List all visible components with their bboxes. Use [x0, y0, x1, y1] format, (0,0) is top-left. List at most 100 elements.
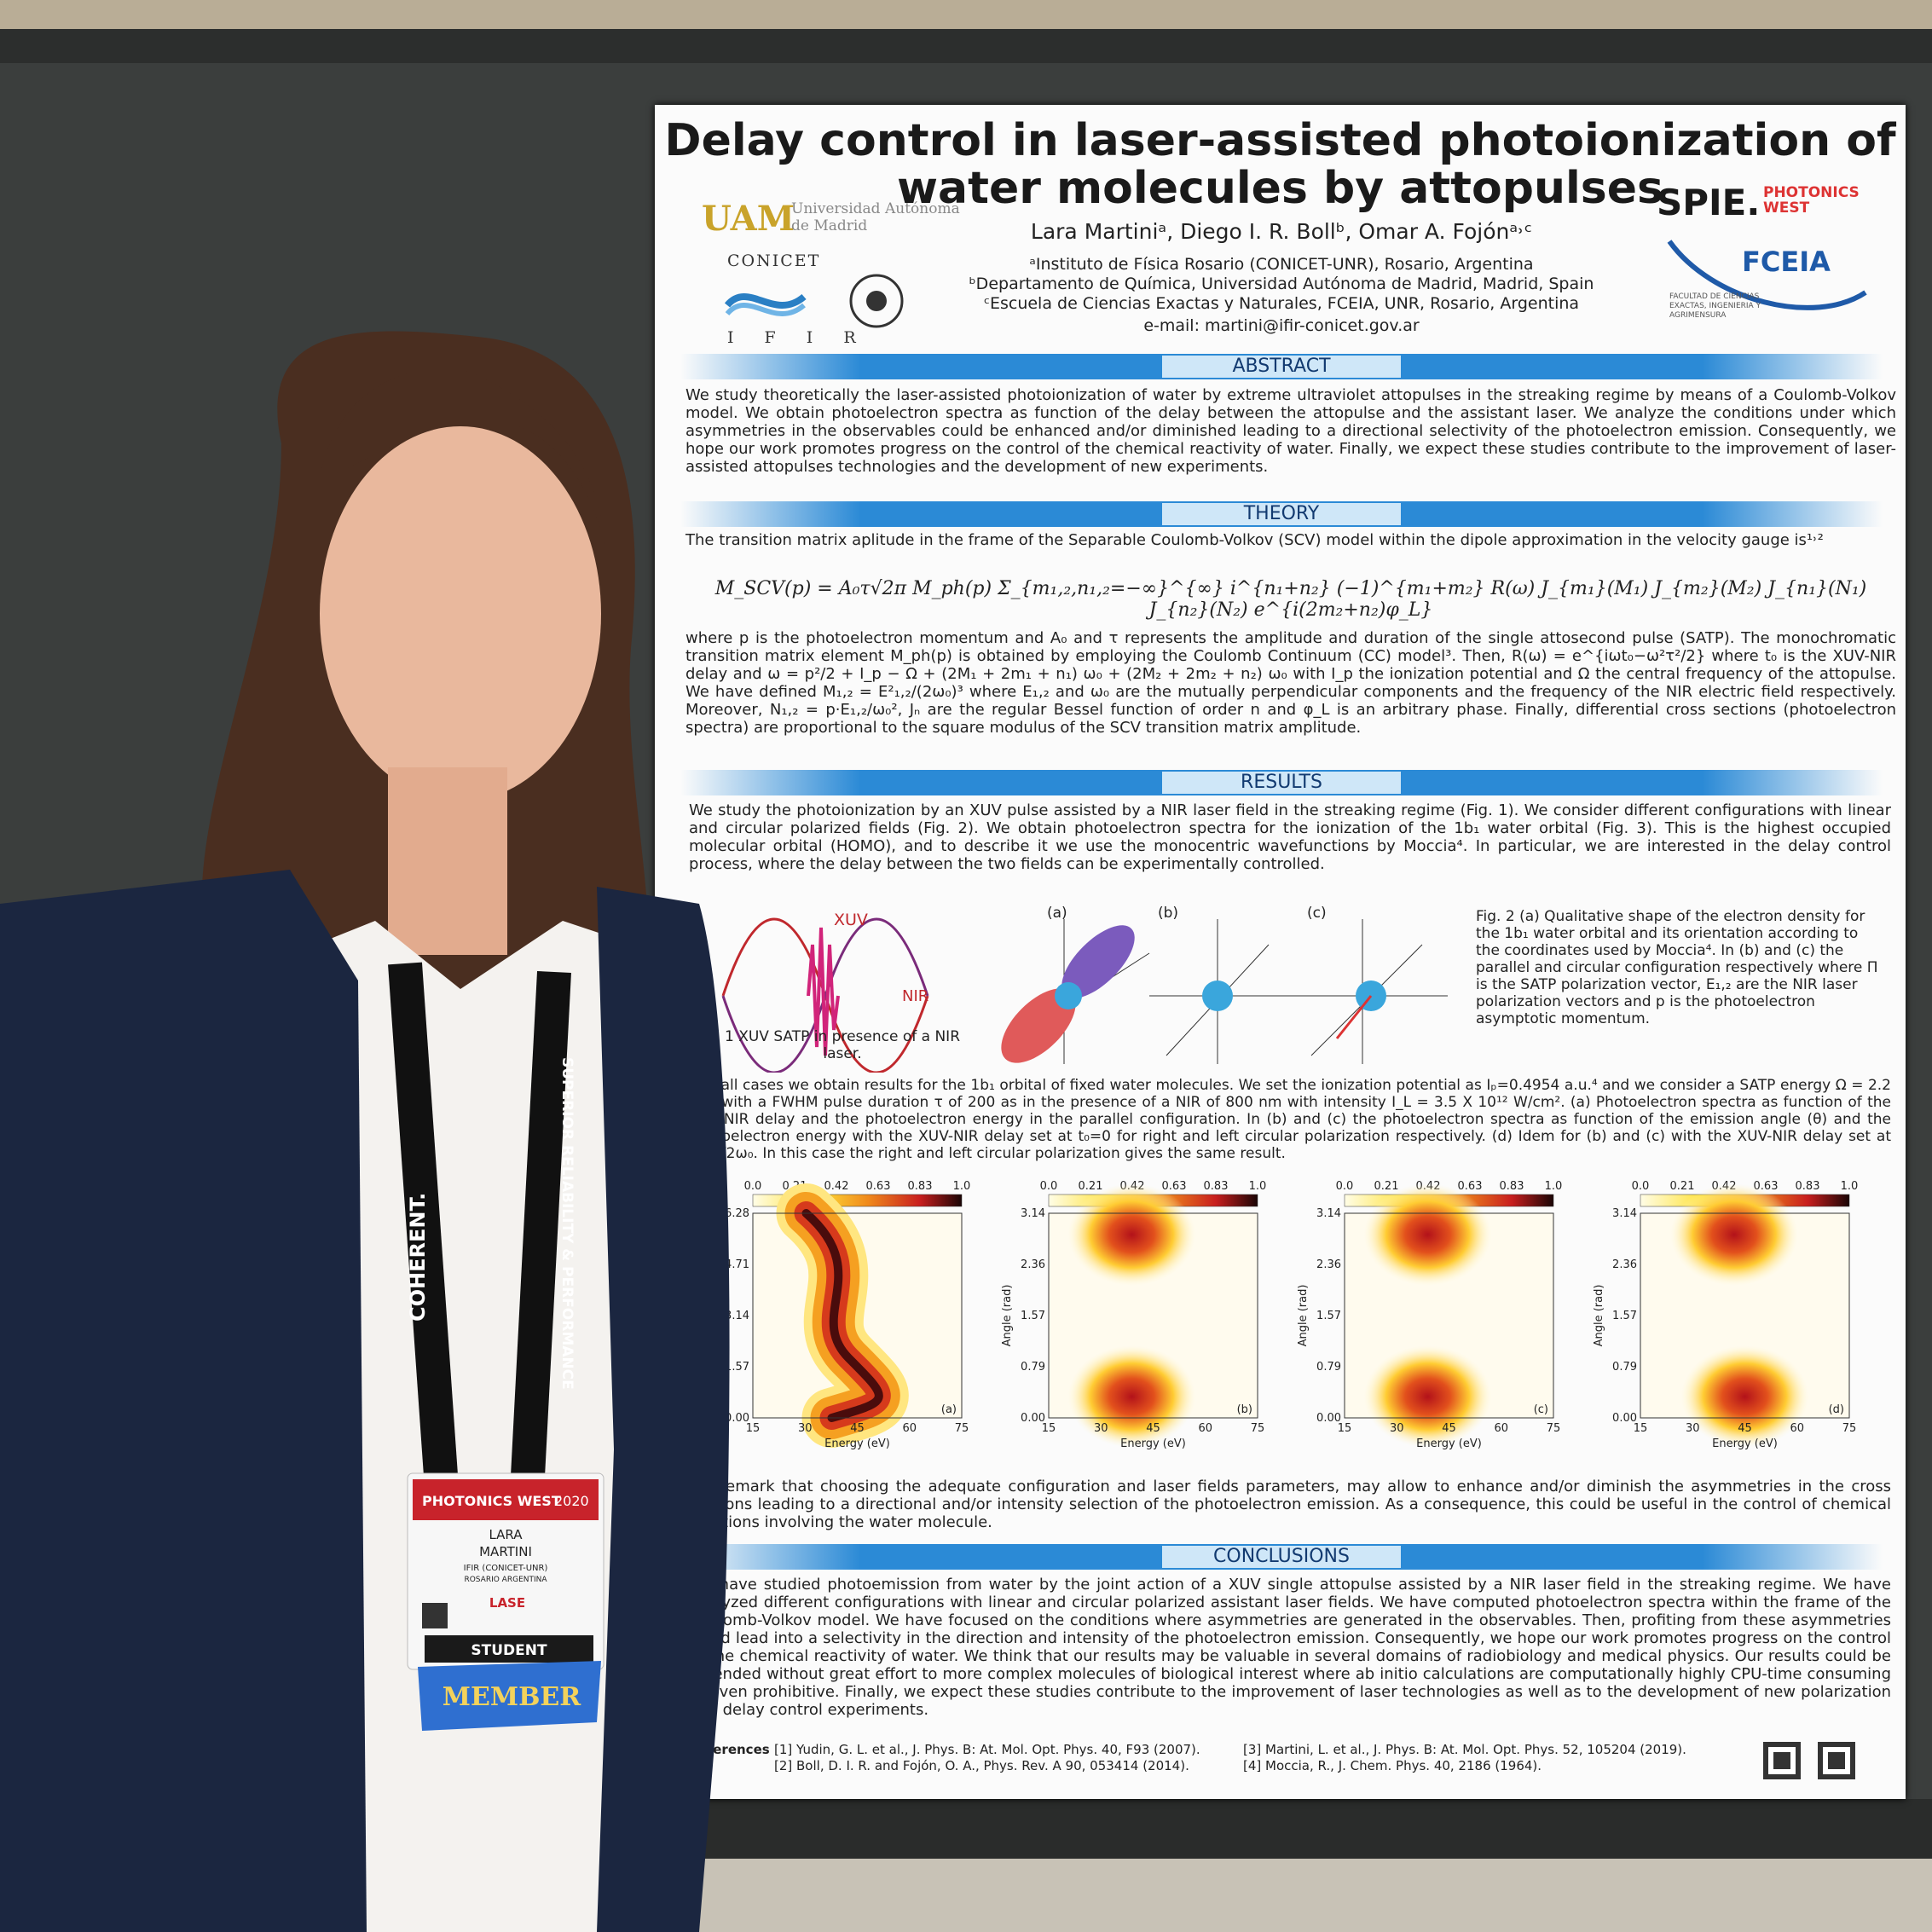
uam-logo: UAM — [702, 199, 795, 239]
email: e-mail: martini@ifir-conicet.gov.ar — [1143, 316, 1420, 335]
fceia-name: FACULTAD DE CIENCIAS EXACTAS, INGENIERIA… — [1669, 292, 1761, 320]
nir-wave-2 — [721, 917, 929, 1073]
abstract-heading: ABSTRACT — [1162, 356, 1401, 378]
x-tick-label: 30 — [1094, 1422, 1108, 1435]
reference: [3] Martini, L. et al., J. Phys. B: At. … — [1243, 1742, 1686, 1757]
spie-logo: SPIE. — [1657, 182, 1761, 223]
y-tick-label: 6.28 — [725, 1207, 749, 1220]
board-bottom — [597, 1799, 1932, 1859]
poster: Delay control in laser-assisted photoion… — [655, 105, 1906, 1799]
x-tick-label: 15 — [1634, 1422, 1648, 1435]
y-tick-label: 0.79 — [1316, 1361, 1341, 1374]
figures-1-2 — [721, 917, 1448, 1073]
affiliation: ᵇDepartamento de Química, Universidad Au… — [969, 275, 1594, 293]
colorbar-tick-label: 0.63 — [1458, 1180, 1483, 1193]
y-tick-label: 1.57 — [1612, 1310, 1637, 1322]
density-blob — [1067, 1345, 1196, 1448]
colorbar-tick-label: 1.0 — [1841, 1180, 1859, 1193]
colorbar-tick-label: 0.83 — [1204, 1180, 1229, 1193]
y-tick-label: 2.36 — [1316, 1258, 1341, 1271]
colorbar-tick-label: 0.21 — [1374, 1180, 1399, 1193]
lanyard-left — [388, 962, 460, 1492]
poster-title: Delay control in laser-assisted photoion… — [664, 115, 1896, 214]
y-axis-label: Angle (rad) — [1001, 1285, 1014, 1347]
fig1-xuv: XUV — [834, 911, 868, 929]
blazer-right — [597, 887, 730, 1932]
x-axis-label: Energy (eV) — [1120, 1437, 1186, 1450]
x-tick-label: 75 — [955, 1422, 969, 1435]
theory-text: where p is the photoelectron momentum an… — [685, 629, 1896, 737]
neck — [388, 767, 507, 955]
y-tick-label: 3.14 — [1612, 1207, 1637, 1220]
plot-frame — [1048, 1212, 1258, 1419]
y-tick-label: 0.00 — [1612, 1412, 1637, 1425]
density-blob — [1363, 1345, 1492, 1448]
x-tick-label: 45 — [1146, 1422, 1160, 1435]
density-blob — [1363, 1183, 1492, 1286]
density-blob — [1680, 1345, 1809, 1448]
x-tick-label: 30 — [798, 1422, 813, 1435]
x-axis-label: Energy (eV) — [824, 1437, 890, 1450]
colorbar-tick-label: 1.0 — [953, 1180, 971, 1193]
blazer-left — [0, 870, 367, 1932]
colorbar-tick-label: 0.42 — [824, 1180, 849, 1193]
heatmap-panel: 0.00.210.420.630.831.00.000.791.572.363.… — [1297, 1180, 1562, 1450]
photonics-west-logo: PHOTONICS WEST — [1763, 184, 1860, 217]
badge-header — [413, 1479, 599, 1520]
uam-name: Universidad Autónoma de Madrid — [791, 200, 960, 234]
affiliations: ᵃInstituto de Física Rosario (CONICET-UN… — [911, 255, 1652, 314]
x-tick-label: 45 — [850, 1422, 865, 1435]
x-tick-label: 75 — [1547, 1422, 1561, 1435]
y-axis-label: Angle (rad) — [1297, 1285, 1310, 1347]
x-tick-label: 75 — [1251, 1422, 1265, 1435]
results-band: RESULTS — [680, 770, 1883, 795]
colorbar-tick-label: 1.0 — [1545, 1180, 1563, 1193]
colorbar-tick-label: 0.21 — [1079, 1180, 1103, 1193]
fig1-nir: NIR — [902, 987, 929, 1005]
badge-year: 2020 — [554, 1493, 589, 1509]
badge-event: PHOTONICS WEST — [422, 1493, 561, 1509]
fig2-letter-a: (a) — [1047, 905, 1067, 922]
lanyard-slogan: SUPERIOR RELIABILITY & PERFORMANCE — [558, 1057, 576, 1390]
x-axis-label: Energy (eV) — [1712, 1437, 1778, 1450]
y-tick-label: 3.14 — [1021, 1207, 1045, 1220]
x-tick-label: 45 — [1738, 1422, 1752, 1435]
x-tick-label: 60 — [1198, 1422, 1212, 1435]
conclusions-text: We have studied photoemission from water… — [689, 1576, 1891, 1719]
density-blob — [1670, 1183, 1798, 1286]
colorbar-tick-label: 0.0 — [1632, 1180, 1650, 1193]
reference: [4] Moccia, R., J. Chem. Phys. 40, 2186 … — [1243, 1758, 1542, 1773]
references: [1] Yudin, G. L. et al., J. Phys. B: At.… — [774, 1742, 1712, 1774]
conicet-emblem — [724, 274, 904, 328]
y-tick-label: 3.14 — [1316, 1207, 1341, 1220]
abstract-text: We study theoretically the laser-assiste… — [685, 386, 1896, 476]
plot-frame — [752, 1212, 963, 1419]
colorbar-tick-label: 0.63 — [866, 1180, 891, 1193]
colorbar-tick-label: 0.0 — [1040, 1180, 1058, 1193]
colorbar-tick-label: 1.0 — [1249, 1180, 1267, 1193]
panel-letter: (d) — [1829, 1403, 1844, 1416]
conclusions-band: CONCLUSIONS — [680, 1544, 1883, 1570]
y-tick-label: 1.57 — [1316, 1310, 1341, 1322]
conclusions-heading: CONCLUSIONS — [1162, 1546, 1401, 1568]
lanyard-brand: COHERENT. — [406, 1193, 430, 1322]
x-tick-label: 45 — [1442, 1422, 1456, 1435]
affiliation: ᵃInstituto de Física Rosario (CONICET-UN… — [1029, 255, 1534, 274]
configurations — [1149, 919, 1448, 1064]
abstract-band: ABSTRACT — [680, 354, 1883, 379]
x-axis-label: Energy (eV) — [1416, 1437, 1482, 1450]
x-tick-label: 75 — [1842, 1422, 1857, 1435]
conicet-logo: CONICET — [727, 252, 821, 270]
badge-conference: LASE — [489, 1595, 525, 1611]
colorbar-tick-label: 0.83 — [1500, 1180, 1524, 1193]
fig1-caption: 1 XUV SATP in presence of a NIR laser. — [724, 1028, 961, 1062]
colorbar-tick-label: 0.0 — [744, 1180, 762, 1193]
results-text: We study the photoionization by an XUV p… — [689, 801, 1891, 873]
y-axis-label: Angle (rad) — [1593, 1285, 1605, 1347]
authors: Lara Martiniᵃ, Diego I. R. Bollᵇ, Omar A… — [1030, 219, 1533, 244]
ribbon-text: MEMBER — [443, 1682, 582, 1712]
fig2-letter-c: (c) — [1307, 905, 1327, 922]
xuv-pulse — [807, 927, 840, 1056]
